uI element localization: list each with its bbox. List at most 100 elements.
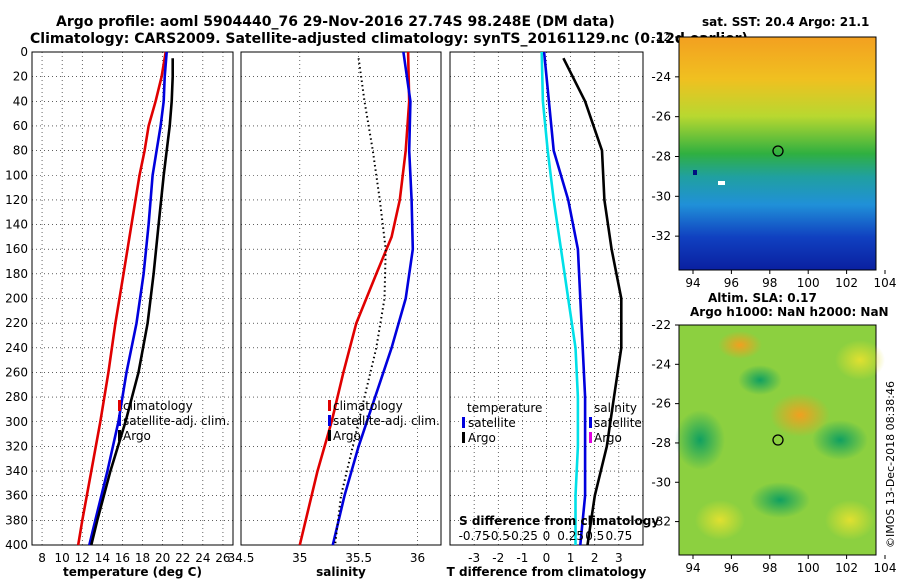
map-lat-label: -24	[651, 357, 671, 371]
y-tick-label: 380	[5, 513, 28, 527]
map-lon-label: 94	[685, 276, 700, 290]
top-x-tick-label: 0.75	[606, 529, 633, 543]
map-lon-label: 100	[797, 561, 820, 575]
map-lat-label: -22	[651, 30, 671, 44]
map-lon-label: 98	[762, 276, 777, 290]
x-tick-label: 3	[615, 551, 623, 565]
map-lon-label: 98	[762, 561, 777, 575]
y-tick-label: 40	[13, 94, 28, 108]
legend-swatch	[118, 400, 121, 411]
y-tick-label: 200	[5, 292, 28, 306]
map-lat-label: -30	[651, 189, 671, 203]
y-tick-label: 80	[13, 144, 28, 158]
top-x-tick-label: 0	[543, 529, 551, 543]
map-lon-label: 104	[874, 276, 897, 290]
legend-label: Argo	[468, 431, 496, 445]
legend-swatch	[118, 430, 121, 441]
map-lat-label: -28	[651, 436, 671, 450]
legend-swatch	[328, 415, 331, 426]
y-tick-label: 140	[5, 218, 28, 232]
y-tick-label: 220	[5, 316, 28, 330]
y-tick-label: 320	[5, 439, 28, 453]
sst-map-title: sat. SST: 20.4 Argo: 21.1	[702, 15, 869, 29]
series-line-satellite-s-	[540, 51, 580, 545]
map-lon-label: 96	[724, 276, 739, 290]
y-tick-label: 120	[5, 193, 28, 207]
map-lon-label: 102	[835, 276, 858, 290]
top-x-tick-label: 0.25	[557, 529, 584, 543]
legend-label: satellite	[468, 416, 516, 430]
legend-label: Argo	[333, 429, 361, 443]
y-tick-label: 240	[5, 341, 28, 355]
y-tick-label: 280	[5, 390, 28, 404]
y-tick-label: 340	[5, 464, 28, 478]
legend-label: salinity	[594, 401, 637, 415]
x-tick-label: 35	[292, 551, 307, 565]
map-lon-label: 96	[724, 561, 739, 575]
legend-swatch	[462, 432, 465, 443]
series-line-satellite-t-	[542, 51, 587, 546]
x-axis-label: salinity	[316, 565, 366, 579]
top-x-tick-label: -0.75	[459, 529, 490, 543]
x-tick-label: 18	[135, 551, 150, 565]
x-tick-label: 10	[55, 551, 70, 565]
map-lat-label: -28	[651, 149, 671, 163]
x-axis-label: temperature (deg C)	[63, 565, 202, 579]
map-axes: -22 -24 -26 -28 -30 -32 94 96 98 100 102 104 -22 -24 -…	[651, 30, 896, 575]
series-line-satellite-adj-clim-	[331, 51, 415, 546]
y-tick-label: 160	[5, 242, 28, 256]
x-tick-label: 34.5	[228, 551, 255, 565]
top-x-tick-label: -0.5	[487, 529, 510, 543]
sst-map	[678, 36, 877, 271]
y-tick-label: 260	[5, 365, 28, 379]
legend-label: climatology	[123, 399, 193, 413]
x-tick-label: 12	[75, 551, 90, 565]
legend-label: climatology	[333, 399, 403, 413]
argo-position-marker-sst	[772, 145, 784, 157]
x-tick-label: 26	[215, 551, 230, 565]
sla-map-title-2: Argo h1000: NaN h2000: NaN	[690, 305, 889, 319]
y-tick-label: 400	[5, 538, 28, 552]
legend-swatch	[328, 400, 331, 411]
x-axis-label: T difference from climatology	[447, 565, 647, 579]
map-lon-label: 100	[797, 276, 820, 290]
panel-frame	[240, 51, 442, 546]
legend-label: temperature	[467, 401, 542, 415]
y-tick-label: 180	[5, 267, 28, 281]
argo-position-marker-sla	[772, 434, 784, 446]
top-x-tick-label: 0.5	[585, 529, 604, 543]
map-lon-label: 104	[874, 561, 897, 575]
series-line-argo	[90, 58, 174, 546]
x-tick-label: -1	[516, 551, 528, 565]
x-tick-label: 35.5	[345, 551, 372, 565]
legend-label: satellite-adj. clim.	[123, 414, 230, 428]
x-tick-label: -3	[468, 551, 480, 565]
salinity-panel: 34.5 35 35.5 36 salinity climatologysatellite…	[228, 51, 442, 579]
x-tick-label: 2	[591, 551, 599, 565]
series-line-climatology	[298, 51, 411, 546]
difference-panel: -3 -2 -1 0 1 2 3T difference from climatology t…	[447, 51, 659, 579]
sla-map-title-1: Altim. SLA: 0.17	[708, 291, 817, 305]
top-x-tick-label: -0.25	[507, 529, 538, 543]
legend-label: satellite	[594, 416, 642, 430]
legend-label: satellite-adj. clim.	[333, 414, 440, 428]
title-line-2: Climatology: CARS2009. Satellite-adjuste…	[30, 31, 748, 47]
series-line-climatology	[76, 51, 167, 546]
legend-label: Argo	[594, 431, 622, 445]
y-tick-label: 360	[5, 489, 28, 503]
x-tick-label: 20	[155, 551, 170, 565]
x-tick-label: 22	[175, 551, 190, 565]
imos-credit: ©IMOS 13-Dec-2018 08:38:46	[884, 381, 897, 548]
legend-swatch	[589, 417, 592, 428]
x-tick-label: 24	[195, 551, 210, 565]
legend-swatch	[462, 417, 465, 428]
legend-swatch	[589, 432, 592, 443]
map-lon-label: 102	[835, 561, 858, 575]
x-tick-label: 0	[543, 551, 551, 565]
map-lon-label: 94	[685, 561, 700, 575]
series-line-argo	[334, 58, 387, 546]
x-tick-label: 8	[38, 551, 46, 565]
map-lat-label: -32	[651, 515, 671, 529]
panel-frame	[449, 51, 644, 546]
